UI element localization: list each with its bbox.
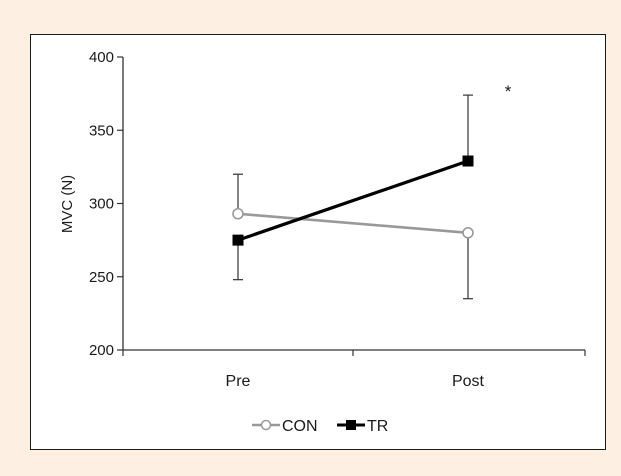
series-line-con xyxy=(237,212,469,235)
y-tick-label: 300 xyxy=(89,196,114,213)
y-tick-label: 250 xyxy=(89,269,114,286)
y-axis-label: MVC (N) xyxy=(59,175,76,233)
chart-axes: 200 250 300 350 400 Pre Post xyxy=(89,49,586,390)
legend-label-tr: TR xyxy=(367,418,388,435)
x-tick-label: Pre xyxy=(226,373,251,390)
data-point-con xyxy=(232,207,244,220)
significance-marker: * xyxy=(505,82,512,101)
annotations: * xyxy=(505,82,512,101)
legend-label-con: CON xyxy=(282,418,318,435)
series-markers xyxy=(232,155,474,246)
data-point-tr xyxy=(462,155,474,167)
series-line-tr xyxy=(237,159,469,242)
legend-marker-con xyxy=(260,419,272,431)
error-bars xyxy=(233,94,473,300)
legend: CON TR xyxy=(252,418,388,435)
y-tick-label: 200 xyxy=(89,342,114,359)
chart-frame xyxy=(30,34,606,450)
y-tick-label: 350 xyxy=(89,122,114,139)
series-lines xyxy=(237,159,469,242)
x-tick-label: Post xyxy=(452,373,485,390)
legend-marker-tr xyxy=(346,420,356,430)
data-point-tr xyxy=(232,234,244,246)
y-tick-label: 400 xyxy=(89,49,114,66)
data-point-con xyxy=(462,227,474,239)
